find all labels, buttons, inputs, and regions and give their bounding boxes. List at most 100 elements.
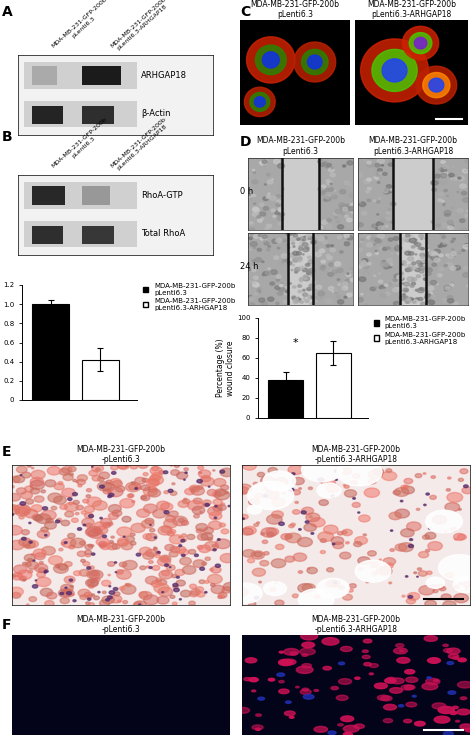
Circle shape — [314, 235, 317, 237]
Circle shape — [200, 567, 204, 570]
Circle shape — [332, 543, 335, 545]
Circle shape — [281, 254, 288, 258]
Circle shape — [434, 249, 440, 254]
Circle shape — [215, 539, 230, 549]
Circle shape — [454, 533, 465, 540]
Circle shape — [420, 247, 424, 250]
Circle shape — [59, 468, 70, 475]
Circle shape — [111, 536, 114, 539]
Circle shape — [252, 194, 256, 197]
Circle shape — [411, 246, 415, 248]
Circle shape — [270, 196, 276, 200]
Circle shape — [181, 539, 185, 542]
Circle shape — [202, 500, 211, 506]
Circle shape — [329, 188, 334, 191]
Circle shape — [219, 523, 226, 527]
Circle shape — [24, 509, 38, 518]
Circle shape — [32, 515, 41, 521]
Circle shape — [130, 464, 137, 469]
Circle shape — [77, 479, 85, 485]
Circle shape — [343, 485, 346, 486]
Circle shape — [70, 539, 85, 548]
Circle shape — [211, 566, 221, 573]
Circle shape — [332, 463, 339, 467]
Circle shape — [331, 167, 334, 169]
Circle shape — [364, 663, 372, 666]
Circle shape — [253, 276, 258, 279]
Circle shape — [453, 179, 455, 181]
Circle shape — [319, 249, 325, 252]
Circle shape — [432, 515, 447, 524]
Circle shape — [380, 289, 386, 294]
Circle shape — [220, 470, 225, 473]
Circle shape — [383, 172, 387, 175]
Circle shape — [31, 505, 42, 512]
Circle shape — [194, 554, 198, 557]
Circle shape — [345, 204, 350, 207]
Circle shape — [305, 521, 309, 524]
Circle shape — [432, 188, 437, 191]
Circle shape — [195, 586, 204, 592]
Circle shape — [209, 486, 210, 487]
Circle shape — [267, 180, 273, 184]
Polygon shape — [361, 39, 428, 102]
Circle shape — [45, 535, 47, 536]
Circle shape — [29, 597, 36, 601]
Polygon shape — [423, 73, 450, 97]
Circle shape — [215, 564, 220, 567]
Circle shape — [451, 252, 457, 255]
Circle shape — [410, 235, 413, 237]
Circle shape — [45, 570, 48, 572]
Circle shape — [465, 214, 469, 217]
Circle shape — [15, 504, 30, 514]
Circle shape — [109, 591, 115, 594]
Circle shape — [370, 562, 379, 567]
Circle shape — [132, 500, 135, 503]
Circle shape — [427, 571, 432, 574]
Circle shape — [340, 205, 347, 210]
Circle shape — [299, 488, 301, 489]
Circle shape — [328, 273, 333, 276]
Circle shape — [302, 664, 311, 668]
Circle shape — [170, 464, 173, 466]
Circle shape — [276, 275, 281, 279]
Circle shape — [60, 598, 69, 604]
Circle shape — [350, 204, 353, 207]
Circle shape — [215, 506, 217, 507]
Circle shape — [249, 252, 255, 257]
Circle shape — [383, 218, 391, 222]
Circle shape — [89, 603, 94, 606]
Circle shape — [139, 548, 152, 555]
Circle shape — [426, 493, 429, 495]
Circle shape — [282, 261, 285, 263]
Circle shape — [380, 214, 386, 219]
Circle shape — [85, 545, 92, 550]
Circle shape — [419, 244, 422, 246]
Circle shape — [110, 465, 118, 470]
Circle shape — [148, 487, 157, 492]
Circle shape — [358, 245, 361, 247]
Circle shape — [179, 549, 189, 555]
Circle shape — [298, 571, 302, 573]
Circle shape — [377, 695, 390, 700]
Circle shape — [416, 275, 420, 278]
Circle shape — [41, 510, 56, 520]
Circle shape — [301, 276, 304, 279]
Circle shape — [431, 221, 435, 223]
Polygon shape — [255, 97, 265, 107]
Circle shape — [191, 589, 201, 595]
Circle shape — [455, 539, 457, 540]
Circle shape — [109, 513, 118, 519]
Circle shape — [302, 654, 308, 656]
Circle shape — [383, 247, 387, 250]
Circle shape — [341, 243, 343, 244]
Text: 0 h: 0 h — [240, 187, 253, 196]
Circle shape — [89, 570, 103, 579]
Circle shape — [430, 585, 437, 589]
Circle shape — [173, 583, 178, 586]
Circle shape — [288, 465, 303, 475]
Circle shape — [326, 179, 330, 182]
Circle shape — [158, 526, 172, 535]
Circle shape — [357, 297, 363, 302]
Circle shape — [257, 473, 264, 477]
